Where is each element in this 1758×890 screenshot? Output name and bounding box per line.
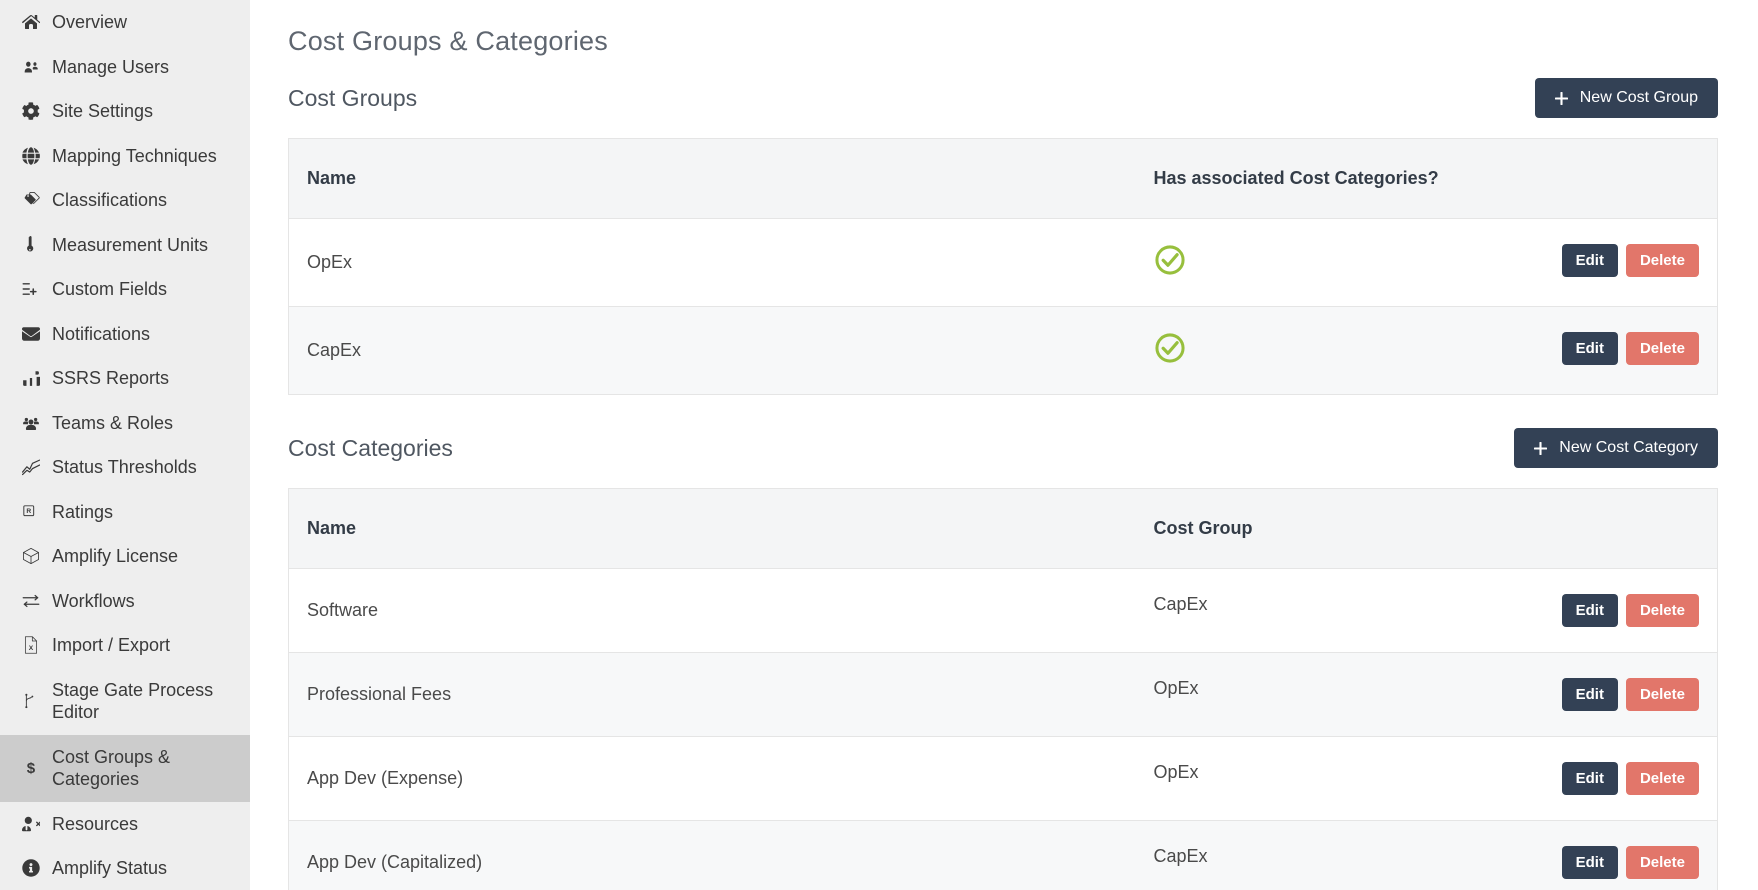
svg-text:$: $ bbox=[27, 760, 36, 777]
svg-text:R: R bbox=[26, 508, 31, 515]
svg-text:X: X bbox=[29, 645, 34, 652]
